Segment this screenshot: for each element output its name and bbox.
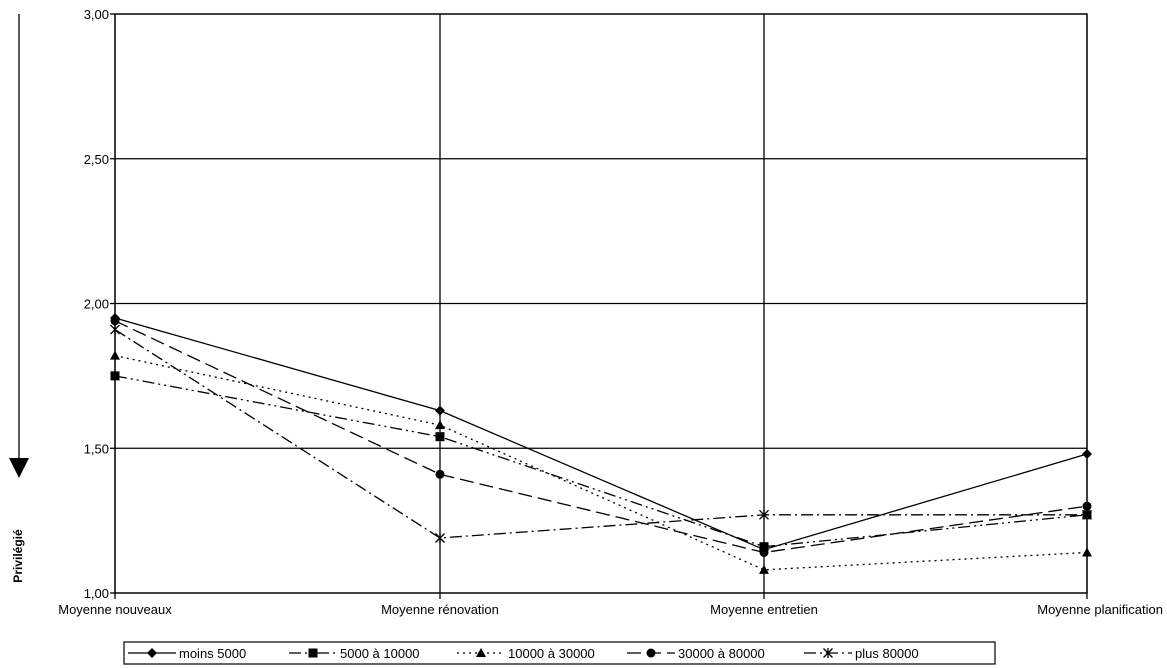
data-point: [1082, 547, 1092, 557]
data-point: [759, 542, 769, 552]
data-point: [1082, 509, 1092, 520]
data-point: [435, 532, 445, 543]
series-2: [110, 371, 1092, 552]
x-tick-label: Moyenne rénovation: [381, 602, 499, 617]
series-line: [114, 317, 1088, 551]
arrow-down-icon: [9, 458, 29, 478]
priority-arrow: Privilégié: [9, 14, 29, 583]
series-1: [110, 312, 1092, 555]
data-point: [1082, 501, 1092, 511]
data-point: [435, 469, 445, 479]
data-point: [110, 350, 120, 360]
series-3: [110, 350, 1092, 574]
legend-marker: [823, 648, 833, 658]
series-5: [110, 324, 1092, 543]
series-line: [114, 329, 1087, 539]
data-point: [110, 371, 120, 381]
y-axis: 1,00 1,50 2,00 2,50 3,00: [84, 7, 115, 601]
y-tick-label: 3,00: [84, 7, 109, 22]
data-point: [759, 564, 769, 574]
series-line: [114, 320, 1088, 554]
series-line: [114, 375, 1088, 548]
x-tick-label: Moyenne entretien: [710, 602, 818, 617]
series-group: [110, 312, 1092, 574]
legend-item: 30000 à 80000: [627, 646, 765, 661]
legend-marker: [147, 648, 157, 658]
data-point: [435, 432, 445, 442]
data-point: [110, 316, 120, 326]
y-axis-label: Privilégié: [11, 529, 25, 583]
series-4: [110, 316, 1092, 557]
legend-label: plus 80000: [855, 646, 919, 661]
y-tick-label: 2,50: [84, 152, 109, 167]
y-tick-label: 1,00: [84, 586, 109, 601]
data-point: [759, 547, 769, 557]
y-tick-label: 2,00: [84, 297, 109, 312]
legend: moins 5000 5000 à 10000 10000 à 30000 30000…: [123, 641, 996, 665]
data-point: [435, 405, 445, 416]
legend-marker: [646, 648, 656, 658]
legend-item: 10000 à 30000: [457, 646, 595, 661]
legend-item: 5000 à 10000: [289, 646, 420, 661]
data-point: [110, 324, 120, 335]
legend-label: 30000 à 80000: [678, 646, 765, 661]
series-line: [114, 354, 1088, 571]
legend-box: [123, 641, 996, 665]
legend-marker: [308, 648, 318, 658]
y-tick-label: 1,50: [84, 441, 109, 456]
legend-label: 5000 à 10000: [340, 646, 420, 661]
legend-label: 10000 à 30000: [508, 646, 595, 661]
x-tick-label: Moyenne nouveaux: [58, 602, 172, 617]
legend-item: plus 80000: [804, 646, 919, 661]
data-point: [435, 420, 445, 430]
grid-lines: [114, 13, 1088, 594]
legend-label: moins 5000: [179, 646, 246, 661]
legend-marker: [476, 648, 486, 657]
x-axis: Moyenne nouveaux Moyenne rénovation Moyenn…: [58, 593, 1163, 617]
data-point: [1082, 449, 1092, 460]
legend-item: moins 5000: [128, 646, 246, 661]
x-tick-label: Moyenne planification: [1037, 602, 1163, 617]
data-point: [759, 509, 769, 520]
